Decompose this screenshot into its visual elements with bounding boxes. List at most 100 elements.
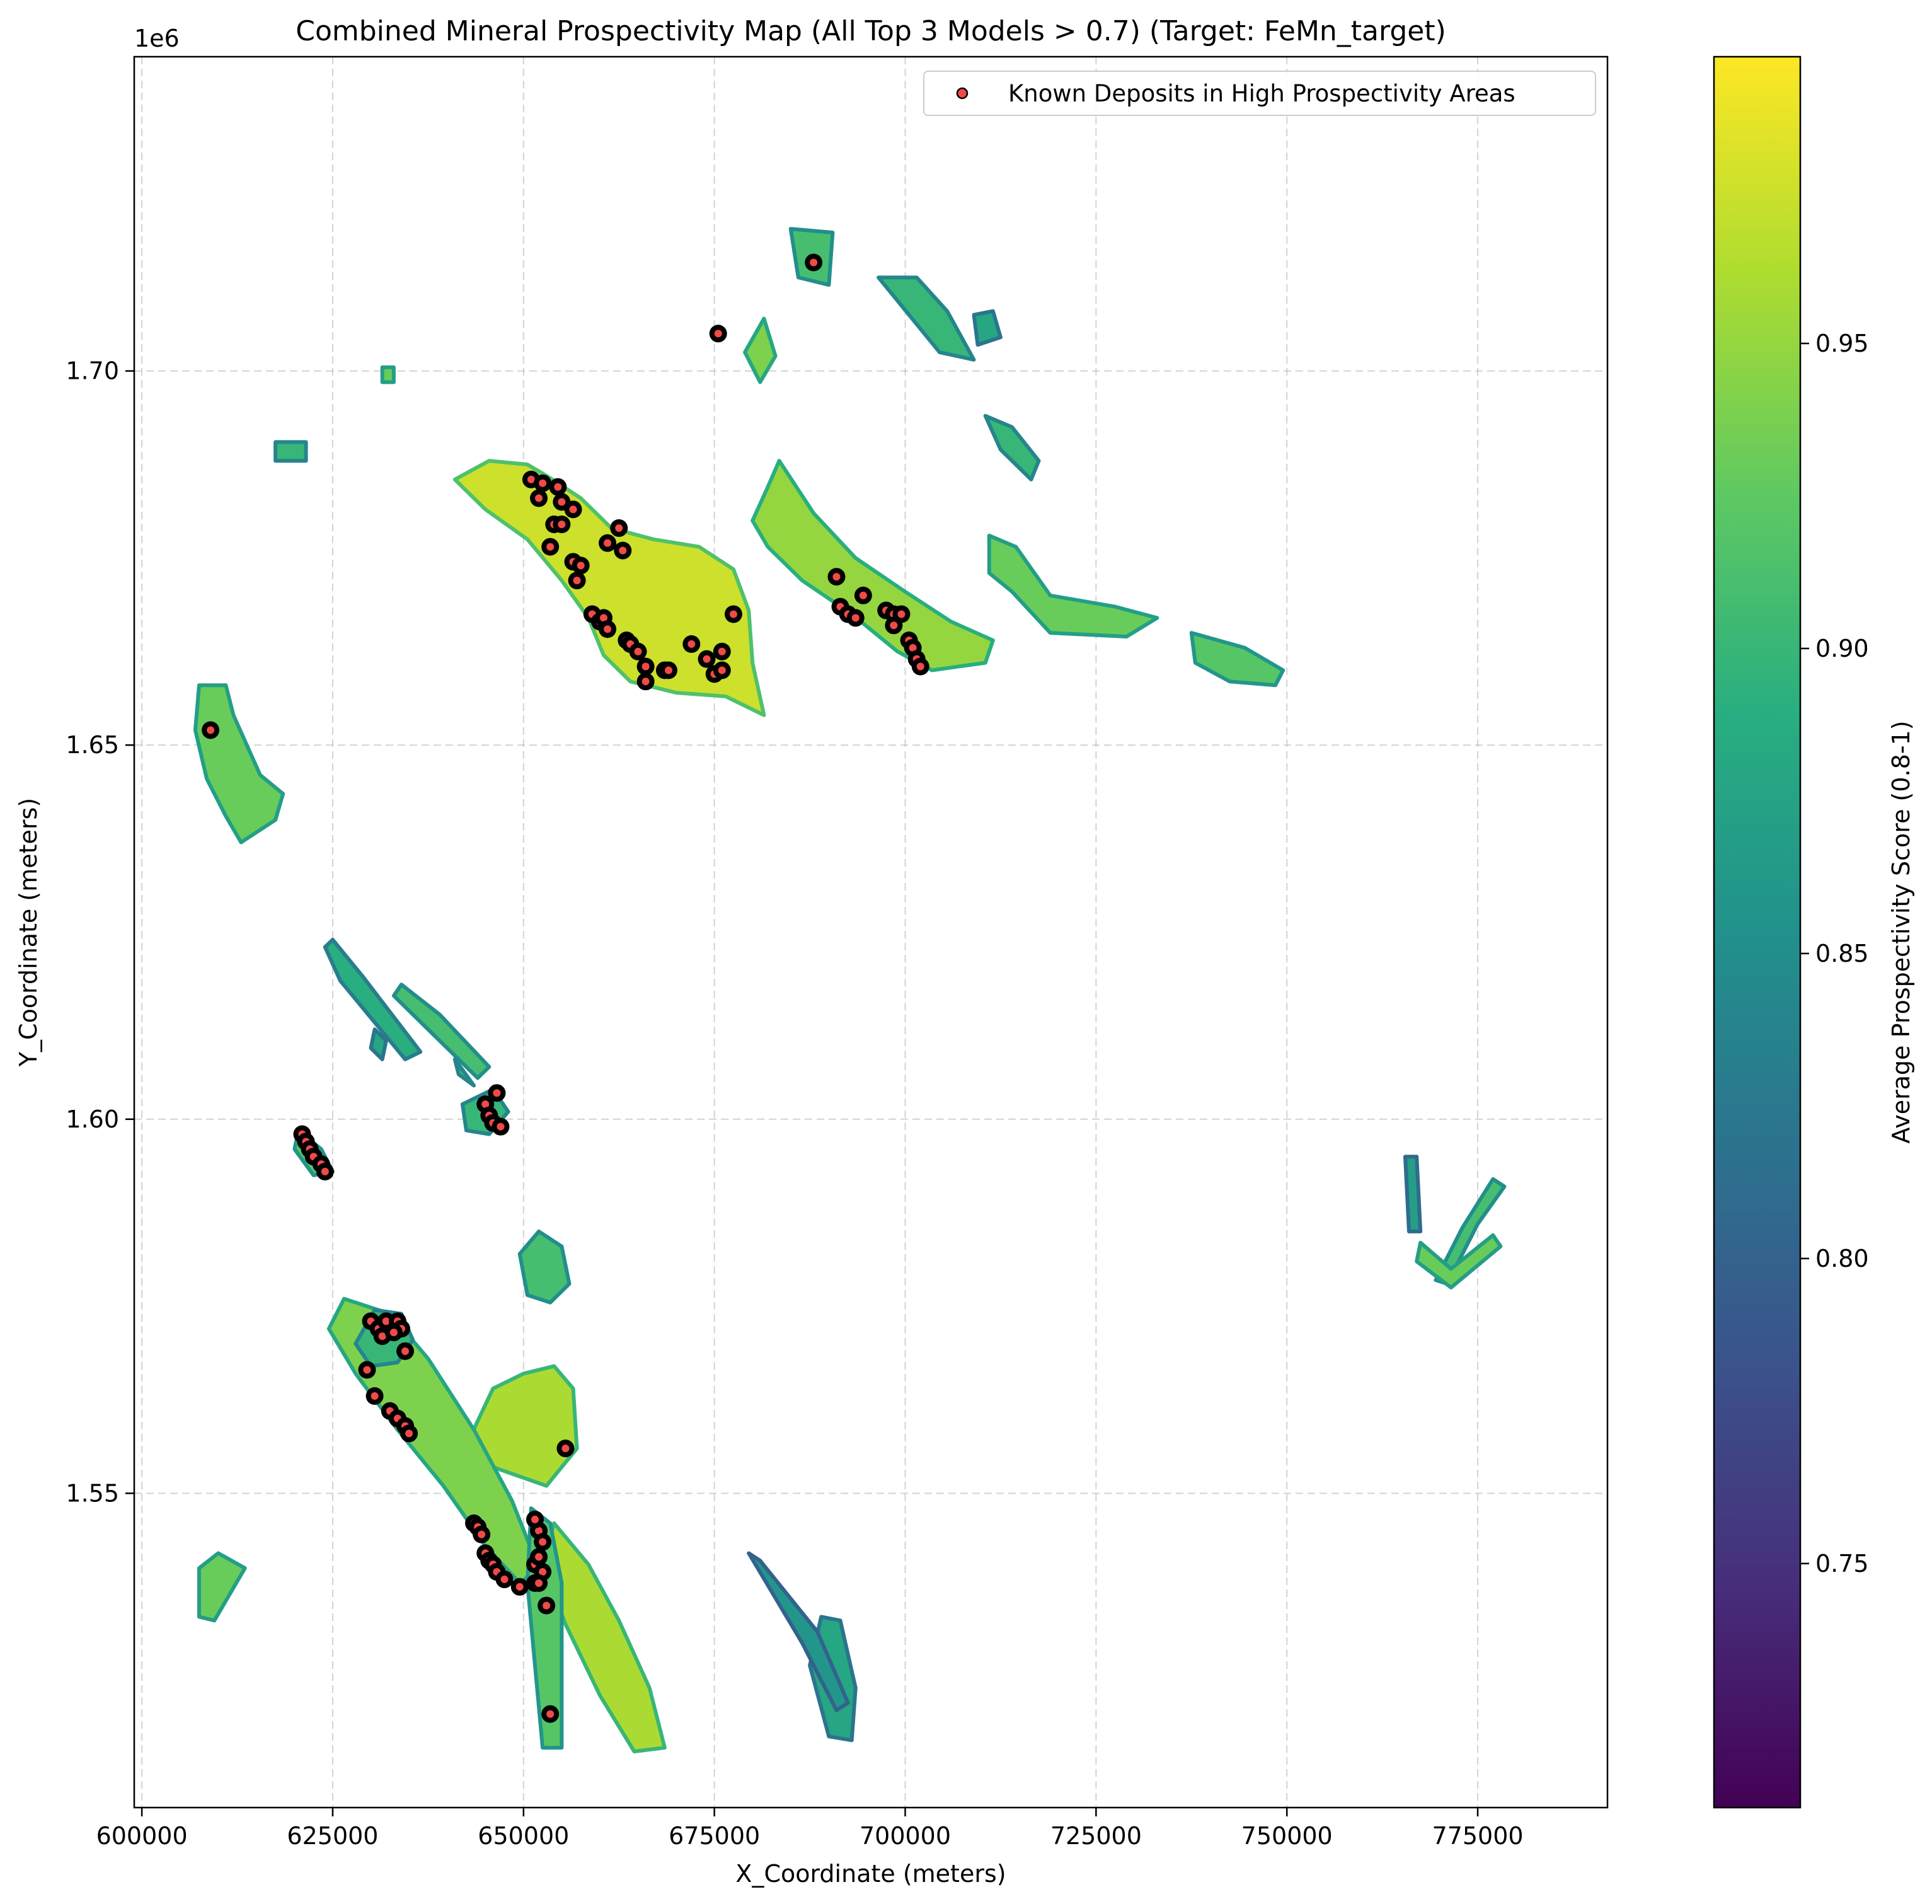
deposit-point <box>539 1568 547 1576</box>
y-tick-label: 1.65 <box>66 731 119 759</box>
deposit-point <box>832 573 841 581</box>
deposit-point <box>600 614 608 622</box>
deposit-point <box>539 1538 547 1546</box>
deposit-point <box>535 1579 543 1587</box>
x-tick-label: 725000 <box>1050 1822 1142 1850</box>
deposit-point <box>604 539 612 547</box>
prospectivity-area <box>452 459 766 717</box>
deposit-point <box>569 505 577 514</box>
deposit-point <box>687 640 696 648</box>
deposit-point <box>401 1347 410 1355</box>
prospectivity-area <box>193 683 285 845</box>
deposit-point <box>810 258 818 267</box>
deposit-point <box>497 1122 505 1131</box>
deposit-point <box>897 610 906 618</box>
legend-label: Known Deposits in High Prospectivity Are… <box>1008 80 1515 107</box>
deposit-point <box>515 1583 524 1591</box>
deposit-point <box>382 1317 390 1325</box>
deposit-point <box>546 543 555 551</box>
legend: Known Deposits in High Prospectivity Are… <box>923 71 1596 116</box>
y-tick-label: 1.60 <box>66 1105 119 1133</box>
deposit-point <box>405 1429 413 1438</box>
prospectivity-area <box>1415 1233 1503 1290</box>
colorbar-tick-label: 0.85 <box>1815 940 1869 967</box>
deposit-point <box>558 520 566 528</box>
deposit-point <box>321 1167 329 1175</box>
prospectivity-area <box>1403 1155 1423 1233</box>
deposit-point <box>546 1710 555 1718</box>
deposit-point <box>729 610 737 618</box>
colorbar: 0.75 0.80 0.85 0.90 0.95 Average Prospectivi… <box>1713 55 1915 1809</box>
deposit-point <box>561 1445 570 1453</box>
prospectivity-area <box>517 1229 572 1305</box>
deposit-point <box>703 655 711 663</box>
deposit-point <box>577 562 585 570</box>
deposit-point <box>909 643 917 652</box>
deposit-point <box>558 498 566 506</box>
deposit-point <box>543 1601 551 1610</box>
legend-box <box>923 71 1596 116</box>
deposit-point <box>535 1526 543 1535</box>
y-axis-offset-label: 1e6 <box>134 25 180 52</box>
deposit-point <box>604 625 612 633</box>
x-axis-label: X_Coordinate (meters) <box>735 1860 1006 1888</box>
deposit-point <box>371 1392 379 1400</box>
colorbar-ticks: 0.75 0.80 0.85 0.90 0.95 <box>1800 330 1869 1578</box>
prospectivity-area <box>380 365 396 384</box>
y-tick-label: 1.55 <box>66 1479 119 1507</box>
deposit-point <box>573 577 581 585</box>
grid-lines <box>134 57 1607 1808</box>
prospectivity-area <box>987 533 1159 639</box>
deposit-point <box>664 666 672 674</box>
deposit-point <box>500 1575 509 1583</box>
plot-frame <box>133 55 1609 1809</box>
prospectivity-area <box>743 316 778 384</box>
deposit-point <box>389 1329 398 1337</box>
deposit-point <box>535 494 543 502</box>
x-tick-label: 675000 <box>669 1822 760 1850</box>
deposit-point <box>493 1089 501 1097</box>
x-tick-label: 775000 <box>1432 1822 1524 1850</box>
prospectivity-area <box>197 1551 247 1623</box>
deposit-point <box>718 666 726 674</box>
y-axis-ticks: 1.55 1.60 1.65 1.70 <box>66 357 134 1507</box>
x-tick-label: 650000 <box>478 1822 569 1850</box>
x-tick-label: 600000 <box>96 1822 188 1850</box>
deposit-point <box>641 662 650 671</box>
prospectivity-area <box>747 1551 850 1712</box>
deposit-point <box>641 678 650 686</box>
deposit-point <box>481 1100 490 1109</box>
deposit-point <box>554 483 562 491</box>
deposit-point <box>619 546 627 555</box>
deposit-point <box>478 1530 486 1538</box>
deposit-point <box>714 330 722 338</box>
prospectivity-area <box>391 983 492 1080</box>
legend-marker <box>956 87 969 100</box>
colorbar-tick-label: 0.90 <box>1815 635 1869 662</box>
prospectivity-area <box>983 413 1041 482</box>
colorbar-tick-label: 0.95 <box>1815 330 1869 357</box>
y-axis-label: Y_Coordinate (meters) <box>14 798 42 1067</box>
colorbar-tick-label: 0.75 <box>1815 1550 1869 1578</box>
colorbar-tick-label: 0.80 <box>1815 1245 1869 1272</box>
prospectivity-area <box>972 309 1003 347</box>
x-tick-label: 700000 <box>860 1822 951 1850</box>
x-axis-ticks: 600000 625000 650000 675000 700000 725000 7500… <box>96 1808 1524 1850</box>
colorbar-label: Average Prospectivity Score (0.8-1) <box>1887 720 1915 1143</box>
prospectivity-area <box>273 440 308 463</box>
deposit-point <box>916 662 924 671</box>
deposit-point <box>539 479 547 487</box>
prospectivity-area <box>1434 1177 1507 1286</box>
deposit-point <box>535 1553 543 1561</box>
chart-title: Combined Mineral Prospectivity Map (All … <box>296 15 1446 47</box>
prospectivity-area <box>323 937 423 1061</box>
x-tick-label: 625000 <box>287 1822 378 1850</box>
deposit-point <box>363 1366 371 1374</box>
deposit-point <box>531 1515 539 1523</box>
deposit-point <box>718 647 726 655</box>
prospectivity-areas <box>193 227 1507 1753</box>
known-deposit-points <box>202 253 929 1723</box>
prospectivity-area <box>877 275 976 362</box>
deposit-point <box>615 524 623 532</box>
